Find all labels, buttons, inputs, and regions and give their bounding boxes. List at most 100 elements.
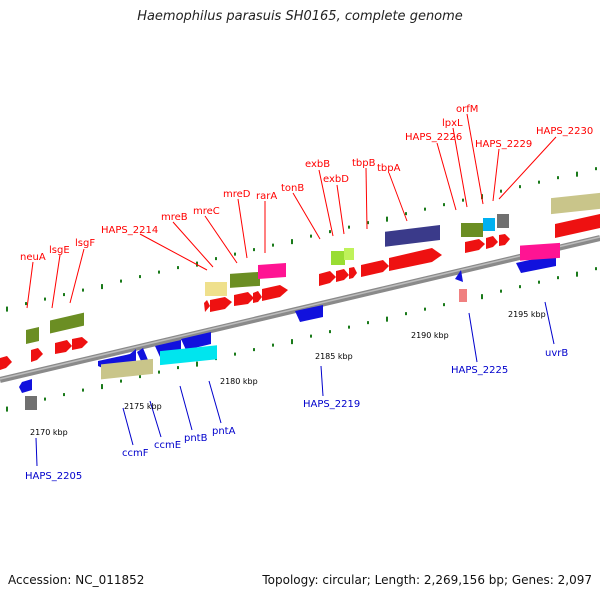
gene-label: orfM (456, 104, 478, 115)
gene-label: exbD (323, 174, 349, 185)
gene-label: tbpA (377, 163, 401, 174)
tick-dot (177, 266, 179, 270)
gene-block (26, 326, 39, 344)
gene-arrow (31, 348, 43, 362)
reverse-gene-labels: HAPS_2205 ccmF ccmE pntB pntA HAPS_2219 … (25, 348, 568, 482)
tick-dot (595, 267, 597, 271)
tick-dot (538, 280, 540, 284)
gene-label: HAPS_2229 (475, 139, 532, 150)
gene-label: neuA (20, 252, 46, 263)
tick-dot (44, 297, 46, 301)
accession-text: Accession: NC_011852 (8, 573, 145, 587)
gene-arrow (455, 270, 463, 282)
tick-dot (576, 171, 578, 177)
gene-label: HAPS_2214 (101, 225, 158, 236)
tick-dot (557, 176, 559, 180)
gene-arrow (486, 236, 498, 249)
gene-label: ccmF (122, 448, 149, 459)
forward-genes (0, 192, 600, 370)
forward-leaders (26, 113, 557, 309)
scale-tick-label: 2185 kbp (315, 352, 353, 361)
gene-block (331, 251, 345, 265)
tick-dot (405, 212, 407, 216)
tick-dot (367, 321, 369, 325)
gene-block (50, 312, 84, 334)
tick-dot (576, 271, 578, 277)
gene-label: HAPS_2225 (451, 365, 508, 376)
tick-dot (44, 397, 46, 401)
gene-arrow (499, 234, 510, 246)
gene-block (461, 223, 483, 237)
gene-label: tbpB (352, 158, 376, 169)
tick-dot (519, 285, 521, 289)
gene-label: rarA (256, 191, 277, 202)
gene-label: ccmE (154, 440, 181, 451)
tick-dot (310, 234, 312, 238)
gene-label: HAPS_2226 (405, 132, 462, 143)
scale-tick-label: 2190 kbp (411, 331, 449, 340)
gene-block (551, 192, 600, 215)
gene-arrow (210, 297, 232, 312)
tick-dot (291, 339, 293, 345)
gene-label: mreB (161, 212, 188, 223)
tick-dot (272, 343, 274, 347)
tick-dot (424, 207, 426, 211)
tick-dot (443, 203, 445, 207)
tick-dot (500, 189, 502, 193)
tick-dot (120, 279, 122, 283)
tick-dot (63, 393, 65, 397)
gene-arrow (361, 260, 389, 277)
gene-label: lsgF (75, 238, 95, 249)
gene-arrow (262, 285, 288, 301)
map-title: Haemophilus parasuis SH0165, complete ge… (137, 9, 463, 24)
tick-dot (82, 288, 84, 292)
tick-dot (6, 306, 8, 312)
topology-text: Topology: circular; Length: 2,269,156 bp… (262, 573, 592, 587)
tick-dot (139, 275, 141, 279)
gene-block (344, 248, 354, 260)
scale-tick-label: 2175 kbp (124, 402, 162, 411)
gene-block (230, 271, 260, 288)
tick-dot (538, 180, 540, 184)
tick-dot (234, 252, 236, 256)
tick-dot (386, 216, 388, 222)
tick-dot (481, 294, 483, 300)
scale-tick-label: 2195 kbp (508, 310, 546, 319)
reverse-genes (19, 242, 560, 410)
scale-tick-label: 2180 kbp (220, 377, 258, 386)
reverse-leaders (35, 301, 555, 467)
gene-label: pntB (184, 433, 208, 444)
tick-dot (462, 198, 464, 202)
gene-label: HAPS_2205 (25, 471, 82, 482)
gene-label: HAPS_2230 (536, 126, 593, 137)
tick-dot (158, 270, 160, 274)
gene-arrow (19, 379, 32, 393)
gene-arrow (253, 291, 262, 303)
gene-label: mreD (223, 189, 251, 200)
gene-block (497, 214, 509, 228)
gene-arrow (295, 305, 323, 322)
tick-dot (348, 325, 350, 329)
tick-dot (25, 302, 27, 306)
tick-dot (386, 316, 388, 322)
gene-arrow (0, 356, 12, 370)
gene-arrow (137, 348, 148, 361)
tick-dot (196, 361, 198, 367)
tick-dot (595, 167, 597, 171)
tick-dot (424, 307, 426, 311)
tick-dot (82, 388, 84, 392)
gene-arrow (234, 292, 254, 306)
tick-dot (234, 352, 236, 356)
gene-label: exbB (305, 159, 330, 170)
gene-block (483, 218, 495, 231)
gene-arrow (555, 214, 600, 238)
gene-block (101, 358, 153, 380)
tick-dot (272, 243, 274, 247)
tick-dot (101, 384, 103, 390)
tick-marks (6, 167, 597, 412)
tick-dot (500, 289, 502, 293)
tick-dot (405, 312, 407, 316)
tick-dot (253, 348, 255, 352)
tick-dot (291, 239, 293, 245)
